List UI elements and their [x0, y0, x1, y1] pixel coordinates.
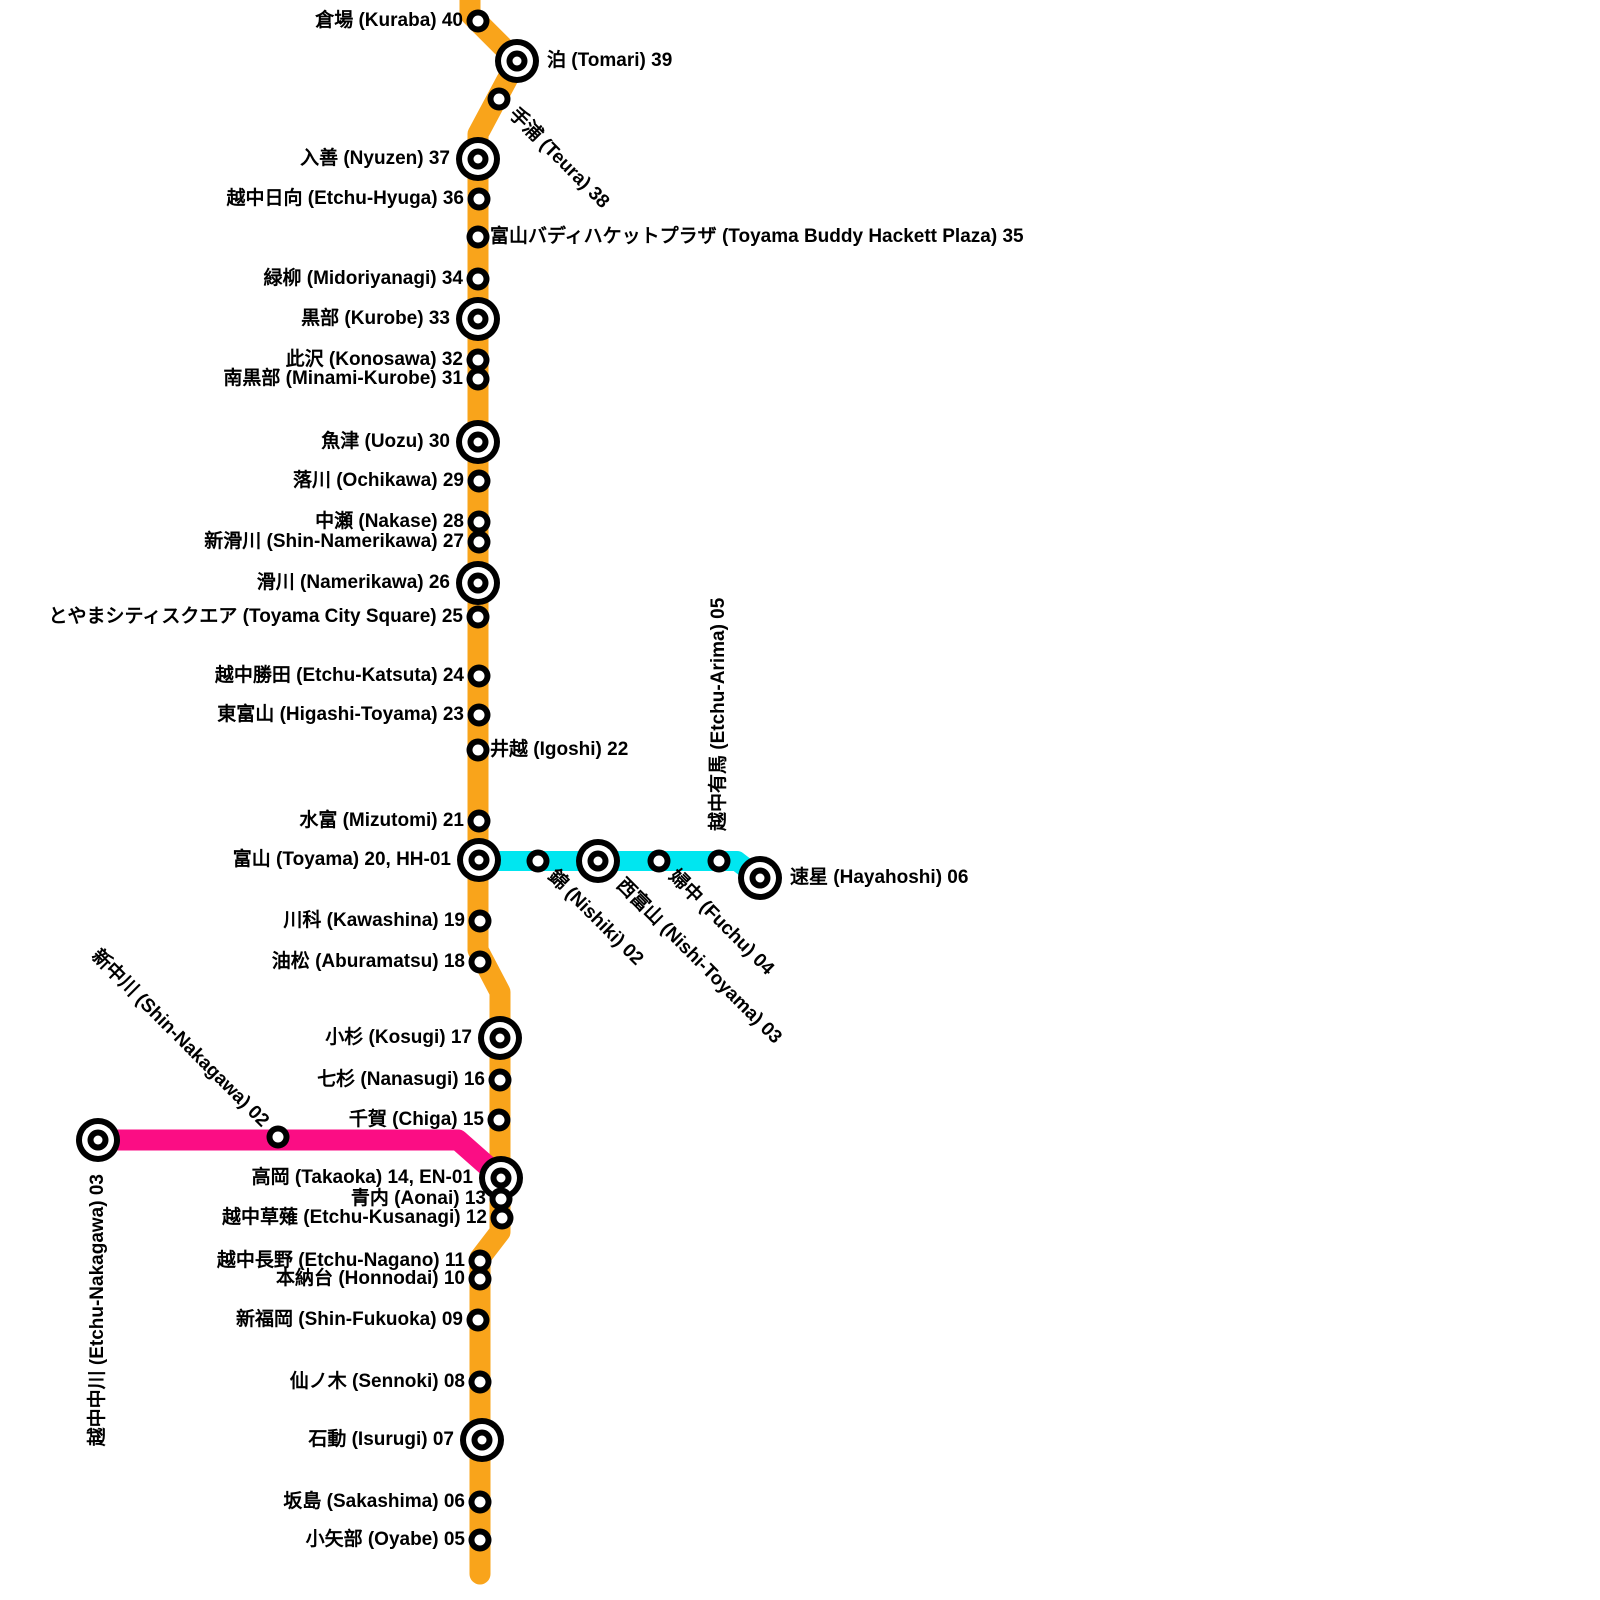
- station-dot-sakashima: [468, 1490, 492, 1514]
- station-label-honnodai: 本納台 (Honnodai) 10: [276, 1268, 465, 1289]
- station-dot-toyama: [457, 838, 501, 882]
- station-dot-shin-fukuoka: [466, 1308, 490, 1332]
- station-dot-teura: [487, 87, 511, 111]
- station-label-chiga: 千賀 (Chiga) 15: [348, 1109, 484, 1130]
- station-label-aburamatsu: 油松 (Aburamatsu) 18: [271, 951, 465, 972]
- station-dot-tomari: [495, 39, 539, 83]
- station-label-toyama: 富山 (Toyama) 20, HH-01: [232, 849, 451, 870]
- station-dot-aonai: [489, 1187, 513, 1211]
- orange-main-line: [459, 0, 528, 1585]
- station-label-kuraba: 倉場 (Kuraba) 40: [315, 10, 463, 31]
- station-label-etchu-arima: 越中有馬 (Etchu-Arima) 05: [708, 597, 729, 831]
- station-label-mizutomi: 水富 (Mizutomi) 21: [299, 810, 464, 831]
- station-dot-oyabe: [468, 1528, 492, 1552]
- station-label-shin-namerikawa: 新滑川 (Shin-Namerikawa) 27: [204, 531, 464, 552]
- station-dot-honnodai: [468, 1267, 492, 1291]
- station-dot-nishiki: [526, 849, 550, 873]
- station-dot-etchu-kusanagi: [490, 1206, 514, 1230]
- station-label-toyama-city-square: とやまシティスクエア (Toyama City Square) 25: [48, 606, 463, 627]
- station-dot-toyama-buddy-hackett-plaza: [466, 225, 490, 249]
- station-label-kosugi: 小杉 (Kosugi) 17: [325, 1027, 472, 1048]
- station-dot-kawashina: [468, 909, 492, 933]
- station-dot-etchu-arima: [707, 849, 731, 873]
- station-label-namerikawa: 滑川 (Namerikawa) 26: [256, 572, 450, 593]
- station-dot-takaoka: [479, 1156, 523, 1200]
- station-label-midoriyanagi: 緑柳 (Midoriyanagi) 34: [263, 268, 463, 289]
- station-label-konosawa: 此沢 (Konosawa) 32: [285, 349, 463, 370]
- station-label-nakase: 中瀬 (Nakase) 28: [315, 511, 464, 532]
- station-dot-chiga: [487, 1108, 511, 1132]
- station-dot-isurugi: [460, 1418, 504, 1462]
- station-dot-etchu-nakagawa: [76, 1118, 120, 1162]
- station-label-shin-fukuoka: 新福岡 (Shin-Fukuoka) 09: [236, 1309, 463, 1330]
- station-dot-ochikawa: [467, 469, 491, 493]
- station-dot-etchu-hyuga: [467, 187, 491, 211]
- station-label-nanasugi: 七杉 (Nanasugi) 16: [317, 1069, 485, 1090]
- station-dot-namerikawa: [456, 561, 500, 605]
- station-dot-etchu-nagano: [468, 1249, 492, 1273]
- station-dot-uozu: [456, 420, 500, 464]
- station-dot-nanasugi: [488, 1068, 512, 1092]
- station-dot-sennoki: [468, 1370, 492, 1394]
- station-label-oyabe: 小矢部 (Oyabe) 05: [305, 1529, 465, 1550]
- station-dot-nakase: [467, 510, 491, 534]
- station-dot-mizutomi: [467, 809, 491, 833]
- station-dot-kuraba: [466, 9, 490, 33]
- station-label-higashi-toyama: 東富山 (Higashi-Toyama) 23: [217, 704, 464, 725]
- station-dot-kosugi: [478, 1016, 522, 1060]
- station-dot-etchu-katsuta: [467, 664, 491, 688]
- station-label-isurugi: 石動 (Isurugi) 07: [308, 1429, 454, 1450]
- station-dot-midoriyanagi: [466, 267, 490, 291]
- station-label-toyama-buddy-hackett-plaza: 富山バディハケットプラザ (Toyama Buddy Hackett Plaza…: [490, 226, 1024, 247]
- station-dot-kurobe: [456, 297, 500, 341]
- station-label-ochikawa: 落川 (Ochikawa) 29: [292, 470, 464, 491]
- station-label-igoshi: 井越 (Igoshi) 22: [490, 739, 629, 760]
- station-dot-aburamatsu: [468, 950, 492, 974]
- station-dot-nishi-toyama: [576, 839, 620, 883]
- station-label-kurobe: 黒部 (Kurobe) 33: [301, 308, 450, 329]
- station-label-sakashima: 坂島 (Sakashima) 06: [283, 1491, 465, 1512]
- station-dot-igoshi: [466, 738, 490, 762]
- station-dot-higashi-toyama: [467, 703, 491, 727]
- station-label-aonai: 青内 (Aonai) 13: [350, 1188, 486, 1209]
- station-label-etchu-nagano: 越中長野 (Etchu-Nagano) 11: [216, 1250, 465, 1271]
- station-label-etchu-kusanagi: 越中草薙 (Etchu-Kusanagi) 12: [222, 1207, 487, 1228]
- station-dot-toyama-city-square: [466, 605, 490, 629]
- station-label-takaoka: 高岡 (Takaoka) 14, EN-01: [251, 1167, 473, 1188]
- station-dot-hayahoshi: [738, 856, 782, 900]
- station-label-etchu-nakagawa: 越中中川 (Etchu-Nakagawa) 03: [87, 1174, 108, 1447]
- station-label-minami-kurobe: 南黒部 (Minami-Kurobe) 31: [223, 368, 463, 389]
- station-label-hayahoshi: 速星 (Hayahoshi) 06: [790, 867, 969, 888]
- station-label-sennoki: 仙ノ木 (Sennoki) 08: [289, 1371, 465, 1392]
- station-label-etchu-katsuta: 越中勝田 (Etchu-Katsuta) 24: [214, 665, 464, 686]
- station-dot-nyuzen: [456, 137, 500, 181]
- station-dot-minami-kurobe: [466, 367, 490, 391]
- station-dot-fuchu: [647, 849, 671, 873]
- station-dot-shin-namerikawa: [467, 530, 491, 554]
- station-dot-shin-nakagawa: [266, 1125, 290, 1149]
- station-label-kawashina: 川科 (Kawashina) 19: [283, 910, 465, 931]
- station-label-nyuzen: 入善 (Nyuzen) 37: [300, 148, 450, 169]
- station-dot-konosawa: [466, 348, 490, 372]
- station-label-uozu: 魚津 (Uozu) 30: [321, 431, 450, 452]
- station-label-etchu-hyuga: 越中日向 (Etchu-Hyuga) 36: [226, 188, 464, 209]
- station-label-tomari: 泊 (Tomari) 39: [547, 50, 673, 71]
